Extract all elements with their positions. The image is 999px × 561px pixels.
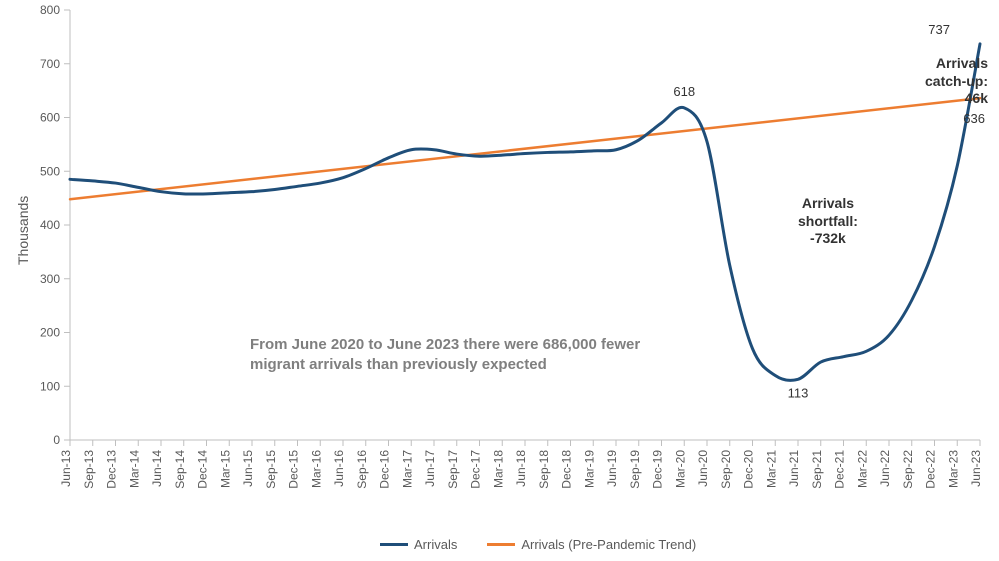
svg-text:Jun-19: Jun-19 xyxy=(605,450,619,487)
svg-text:Sep-21: Sep-21 xyxy=(810,450,824,489)
svg-text:500: 500 xyxy=(40,164,60,178)
svg-text:Sep-14: Sep-14 xyxy=(173,450,187,489)
svg-text:Mar-23: Mar-23 xyxy=(946,450,960,488)
legend-swatch-icon xyxy=(380,543,408,546)
svg-text:Jun-17: Jun-17 xyxy=(423,450,437,487)
svg-text:0: 0 xyxy=(53,433,60,447)
svg-text:Dec-20: Dec-20 xyxy=(742,450,756,489)
svg-text:113: 113 xyxy=(788,385,809,400)
svg-text:Jun-20: Jun-20 xyxy=(696,450,710,487)
svg-text:Jun-21: Jun-21 xyxy=(787,450,801,487)
chart-note: From June 2020 to June 2023 there were 6… xyxy=(250,335,680,374)
svg-text:Dec-14: Dec-14 xyxy=(196,450,210,489)
svg-text:Sep-20: Sep-20 xyxy=(719,450,733,489)
svg-text:Jun-18: Jun-18 xyxy=(514,450,528,487)
svg-text:Sep-19: Sep-19 xyxy=(628,450,642,489)
legend-item-arrivals: Arrivals xyxy=(380,537,457,552)
svg-text:Mar-15: Mar-15 xyxy=(218,450,232,488)
legend-swatch-icon xyxy=(487,543,515,546)
svg-text:Sep-13: Sep-13 xyxy=(82,450,96,489)
svg-text:Dec-15: Dec-15 xyxy=(287,450,301,489)
svg-text:Dec-19: Dec-19 xyxy=(651,450,665,489)
svg-text:Mar-19: Mar-19 xyxy=(582,450,596,488)
svg-text:Sep-22: Sep-22 xyxy=(901,450,915,489)
svg-text:300: 300 xyxy=(40,272,60,286)
svg-text:Sep-16: Sep-16 xyxy=(355,450,369,489)
svg-text:636: 636 xyxy=(963,111,985,126)
legend-label: Arrivals (Pre-Pandemic Trend) xyxy=(521,537,696,552)
svg-text:100: 100 xyxy=(40,379,60,393)
svg-text:Mar-14: Mar-14 xyxy=(127,450,141,488)
svg-text:700: 700 xyxy=(40,57,60,71)
svg-text:Jun-13: Jun-13 xyxy=(59,450,73,487)
y-axis-title: Thousands xyxy=(15,196,31,265)
svg-text:Sep-18: Sep-18 xyxy=(537,450,551,489)
svg-text:Dec-21: Dec-21 xyxy=(833,450,847,489)
svg-text:618: 618 xyxy=(673,84,695,99)
svg-text:Dec-17: Dec-17 xyxy=(469,450,483,489)
svg-text:Dec-18: Dec-18 xyxy=(560,450,574,489)
legend-item-trend: Arrivals (Pre-Pandemic Trend) xyxy=(487,537,696,552)
chart-plot-area: 0 100 200 300 400 500 600 700 800 Jun-13 Sep-13 Dec… xyxy=(0,0,999,561)
svg-text:Mar-18: Mar-18 xyxy=(491,450,505,488)
svg-text:400: 400 xyxy=(40,218,60,232)
svg-text:737: 737 xyxy=(928,22,950,37)
annotation-catchup: Arrivalscatch-up:46k xyxy=(925,55,988,108)
svg-text:Mar-21: Mar-21 xyxy=(764,450,778,488)
svg-text:Mar-17: Mar-17 xyxy=(400,450,414,488)
svg-text:Dec-16: Dec-16 xyxy=(378,450,392,489)
svg-text:Jun-15: Jun-15 xyxy=(241,450,255,487)
legend: Arrivals Arrivals (Pre-Pandemic Trend) xyxy=(380,537,696,552)
svg-text:Sep-15: Sep-15 xyxy=(264,450,278,489)
svg-text:Mar-20: Mar-20 xyxy=(673,450,687,488)
migration-arrivals-chart: 0 100 200 300 400 500 600 700 800 Jun-13 Sep-13 Dec… xyxy=(0,0,999,561)
svg-text:Dec-13: Dec-13 xyxy=(105,450,119,489)
annotation-shortfall: Arrivalsshortfall:-732k xyxy=(798,195,858,248)
svg-text:800: 800 xyxy=(40,3,60,17)
svg-text:Jun-22: Jun-22 xyxy=(878,450,892,487)
legend-label: Arrivals xyxy=(414,537,457,552)
svg-text:Sep-17: Sep-17 xyxy=(446,450,460,489)
svg-text:Mar-22: Mar-22 xyxy=(855,450,869,488)
svg-text:Mar-16: Mar-16 xyxy=(309,450,323,488)
svg-text:600: 600 xyxy=(40,111,60,125)
svg-text:200: 200 xyxy=(40,326,60,340)
svg-text:Dec-22: Dec-22 xyxy=(924,450,938,489)
svg-text:Jun-14: Jun-14 xyxy=(150,450,164,487)
svg-text:Jun-23: Jun-23 xyxy=(969,450,983,487)
svg-text:Jun-16: Jun-16 xyxy=(332,450,346,487)
